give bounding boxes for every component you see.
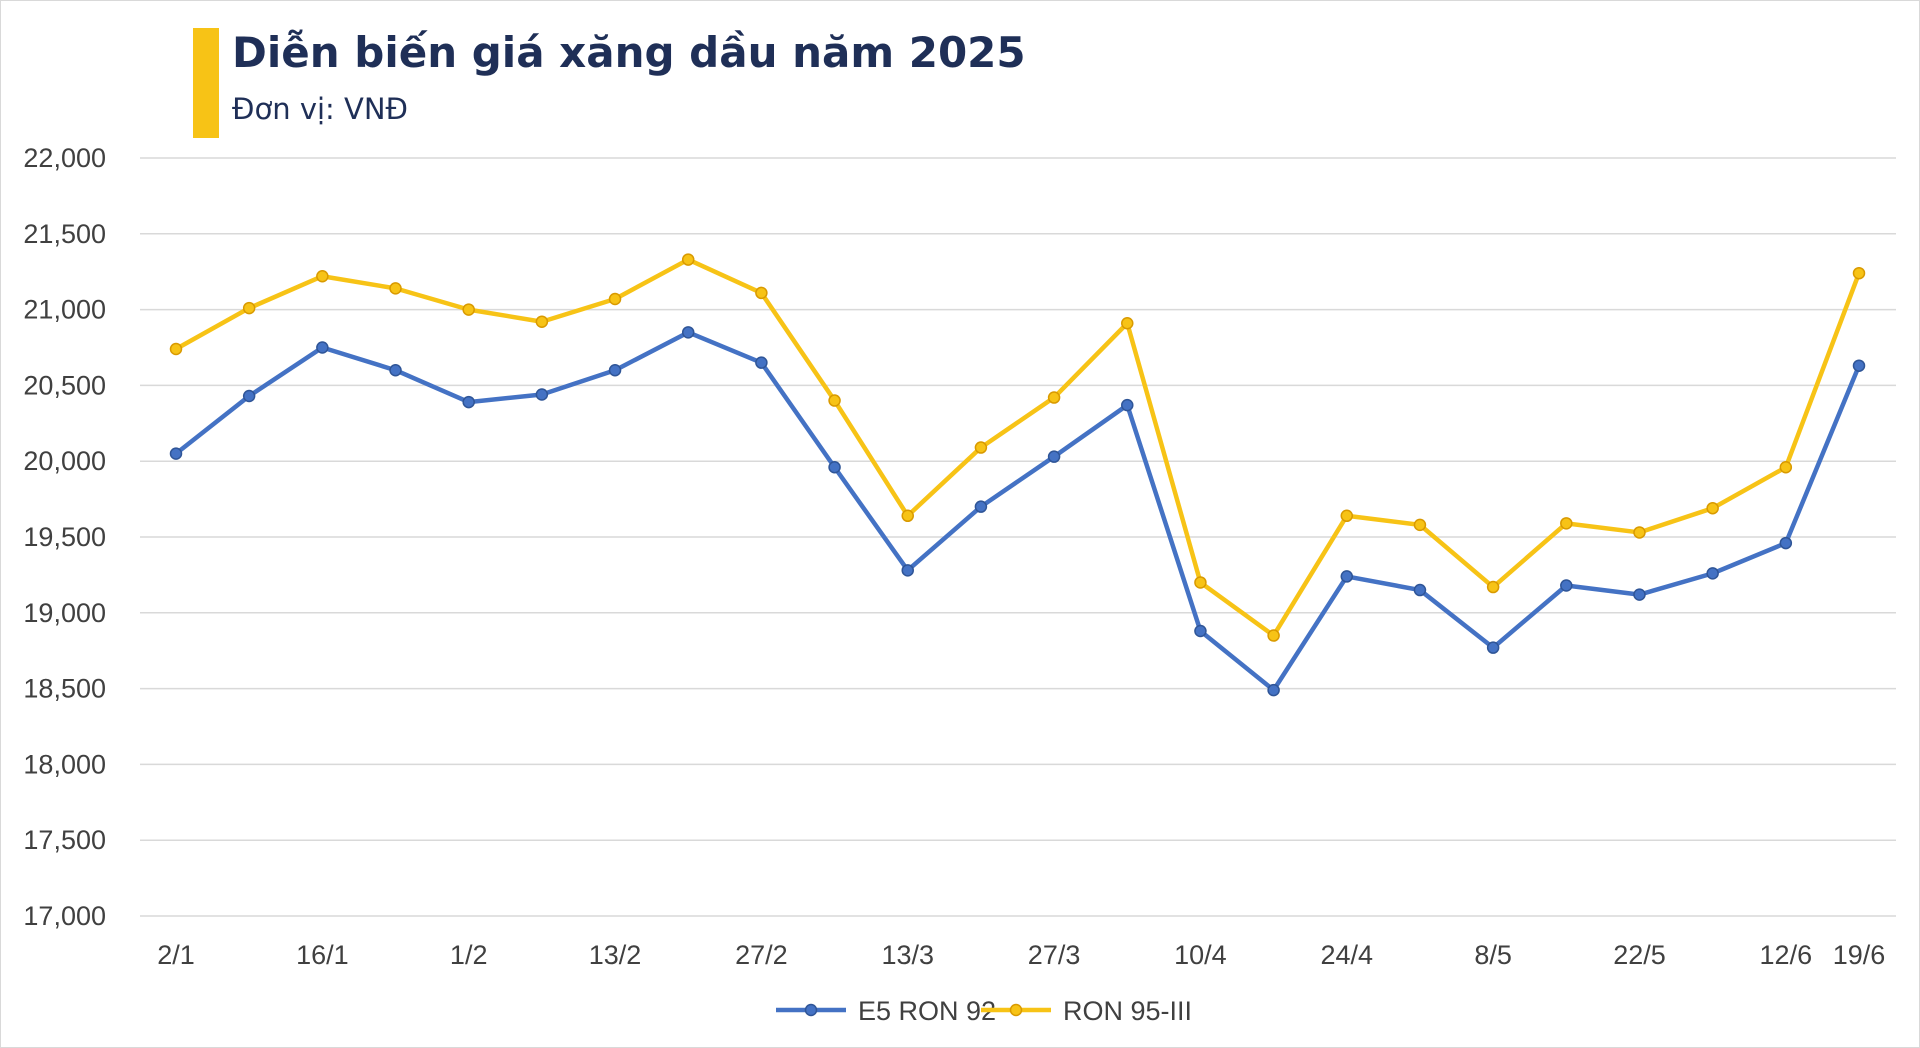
y-tick-label: 19,500: [23, 522, 106, 552]
data-point: [1560, 517, 1573, 530]
legend-swatch-marker: [1009, 1003, 1023, 1017]
data-point: [462, 395, 475, 409]
data-point: [1486, 580, 1500, 594]
data-point: [608, 363, 622, 377]
y-tick-label: 17,000: [23, 901, 106, 931]
x-tick-label: 12/6: [1760, 940, 1813, 970]
legend-item: RON 95-III: [981, 996, 1192, 1026]
data-point: [462, 303, 475, 316]
data-point: [1267, 629, 1280, 642]
y-tick-label: 18,500: [23, 674, 106, 704]
chart-subtitle: Đơn vị: VNĐ: [232, 92, 409, 126]
data-point: [1121, 398, 1134, 412]
title-accent-bar: [193, 28, 219, 138]
data-point: [1486, 641, 1500, 654]
data-point: [755, 286, 768, 300]
data-point: [608, 292, 622, 306]
data-point: [169, 447, 183, 460]
x-tick-label: 2/1: [157, 940, 195, 970]
data-point: [1633, 526, 1646, 539]
data-point: [1706, 501, 1719, 515]
data-point: [828, 461, 841, 474]
data-point: [1413, 583, 1427, 597]
y-tick-label: 19,000: [23, 598, 106, 628]
y-tick-label: 20,000: [23, 446, 106, 476]
x-tick-label: 13/3: [881, 940, 934, 970]
series-layer: [169, 253, 1866, 697]
data-point: [1267, 683, 1280, 697]
data-point: [316, 341, 329, 354]
data-point: [1852, 266, 1866, 280]
y-tick-label: 18,000: [23, 749, 106, 779]
data-point: [1047, 391, 1061, 404]
data-point: [316, 269, 329, 283]
data-point: [1340, 570, 1354, 583]
grid-lines: [140, 157, 1896, 917]
x-tick-label: 27/3: [1028, 940, 1081, 970]
data-point: [1340, 509, 1354, 523]
legend-item: E5 RON 92: [776, 996, 996, 1026]
y-tick-label: 21,500: [23, 219, 106, 249]
data-point: [828, 394, 841, 407]
legend: E5 RON 92 RON 95-III: [776, 996, 1192, 1026]
data-point: [681, 326, 695, 339]
data-point: [901, 564, 914, 577]
legend-label: RON 95-III: [1063, 996, 1192, 1026]
data-point: [1194, 624, 1207, 638]
x-tick-label: 16/1: [296, 940, 349, 970]
data-point: [1706, 567, 1719, 580]
data-point: [1633, 588, 1646, 601]
x-tick-label: 19/6: [1833, 940, 1886, 970]
data-point: [1121, 316, 1134, 330]
data-point: [1779, 461, 1793, 474]
y-axis: 17,000 17,500 18,000 18,500 19,000 19,500 20,0…: [23, 143, 106, 931]
x-tick-label: 13/2: [589, 940, 642, 970]
data-point: [389, 363, 402, 377]
data-point: [242, 389, 256, 403]
y-tick-label: 21,000: [23, 295, 106, 325]
x-tick-label: 10/4: [1174, 940, 1227, 970]
series-line: [174, 257, 1862, 638]
data-point: [755, 356, 768, 369]
data-point: [1779, 536, 1793, 550]
y-tick-label: 17,500: [23, 825, 106, 855]
legend-label: E5 RON 92: [858, 996, 996, 1026]
data-point: [974, 500, 988, 513]
data-point: [1413, 518, 1427, 532]
x-tick-label: 22/5: [1613, 940, 1666, 970]
x-tick-label: 8/5: [1474, 940, 1512, 970]
data-point: [974, 441, 988, 454]
data-point: [242, 301, 256, 315]
data-point: [1047, 450, 1061, 463]
y-tick-label: 22,000: [23, 143, 106, 173]
x-tick-label: 27/2: [735, 940, 788, 970]
data-point: [535, 315, 549, 328]
x-tick-label: 24/4: [1321, 940, 1374, 970]
data-point: [681, 253, 695, 266]
data-point: [535, 388, 549, 401]
series-line: [174, 330, 1862, 693]
chart-title: Diễn biến giá xăng dầu năm 2025: [232, 28, 1026, 77]
series-e5-ron-92: [169, 326, 1866, 697]
x-axis: 2/1 16/1 1/2 13/2 27/2 13/3 27/3 10/4 24/4 8/5 22/…: [157, 940, 1885, 970]
data-point: [1194, 576, 1207, 589]
data-point: [1852, 359, 1866, 372]
data-point: [169, 342, 183, 356]
legend-swatch-marker: [804, 1003, 818, 1017]
series-ron-95-iii: [169, 253, 1866, 642]
x-tick-label: 1/2: [450, 940, 488, 970]
y-tick-label: 20,500: [23, 370, 106, 400]
data-point: [389, 282, 402, 295]
data-point: [901, 509, 914, 523]
data-point: [1560, 579, 1573, 592]
